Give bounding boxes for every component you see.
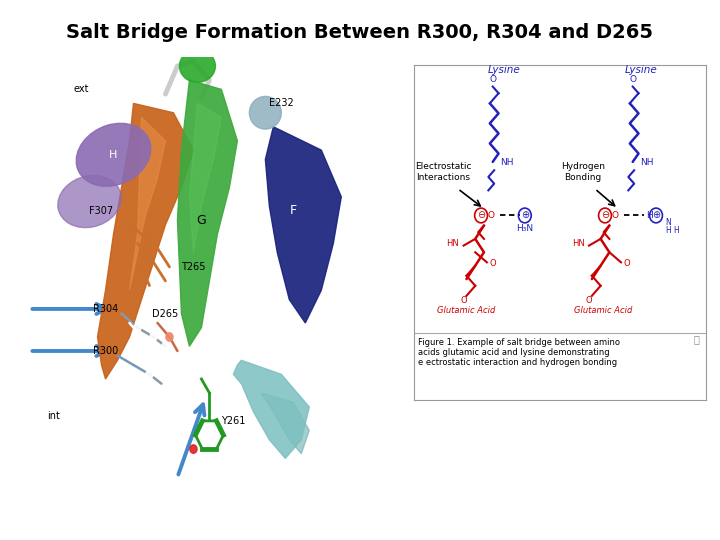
Text: O: O (487, 211, 495, 220)
Polygon shape (261, 393, 310, 454)
Text: H: H (673, 226, 679, 235)
Ellipse shape (150, 333, 157, 341)
Text: R304: R304 (93, 304, 118, 314)
Ellipse shape (76, 123, 150, 186)
Text: Salt Bridge Formation Between R300, R304 and D265: Salt Bridge Formation Between R300, R304… (66, 23, 654, 42)
Ellipse shape (249, 97, 282, 129)
Polygon shape (266, 127, 341, 323)
Ellipse shape (179, 50, 215, 83)
Text: ext: ext (73, 84, 89, 94)
Text: Electrostatic
Interactions: Electrostatic Interactions (415, 162, 472, 181)
Text: NH: NH (500, 158, 513, 167)
Polygon shape (130, 117, 166, 290)
Text: H₃N: H₃N (516, 224, 534, 233)
Text: D265: D265 (153, 308, 179, 319)
Text: G: G (197, 214, 207, 227)
Text: ⊖: ⊖ (601, 211, 609, 220)
Text: Lysine: Lysine (625, 65, 658, 75)
Text: T265: T265 (181, 262, 206, 272)
Polygon shape (177, 80, 238, 346)
Ellipse shape (134, 323, 141, 332)
Text: N: N (665, 218, 670, 227)
Text: H: H (646, 211, 652, 220)
Text: HN: HN (446, 239, 459, 248)
Ellipse shape (58, 176, 121, 228)
Polygon shape (97, 103, 194, 379)
Ellipse shape (146, 370, 153, 379)
Text: Y261: Y261 (221, 416, 246, 426)
Text: Glutamic Acid: Glutamic Acid (575, 306, 633, 315)
Polygon shape (189, 103, 222, 253)
Ellipse shape (190, 445, 197, 453)
Text: ⎘: ⎘ (694, 334, 700, 345)
Text: F307: F307 (89, 206, 114, 216)
Polygon shape (233, 360, 310, 458)
Text: ⊕: ⊕ (521, 211, 529, 220)
Text: O: O (490, 259, 497, 268)
Ellipse shape (158, 370, 165, 379)
Text: int: int (47, 411, 60, 421)
Text: ⊕: ⊕ (652, 211, 660, 220)
Text: H: H (665, 226, 670, 235)
Text: O: O (624, 259, 631, 268)
Text: O: O (489, 75, 496, 84)
Text: E232: E232 (269, 98, 294, 109)
Text: Lysine: Lysine (488, 65, 521, 75)
Text: Glutamic Acid: Glutamic Acid (437, 306, 495, 315)
Text: NH: NH (640, 158, 654, 167)
Ellipse shape (166, 333, 173, 341)
Text: O: O (585, 295, 593, 305)
Ellipse shape (162, 342, 169, 350)
Text: R300: R300 (93, 346, 118, 356)
Text: ⊖: ⊖ (477, 211, 485, 220)
Text: O: O (629, 75, 636, 84)
Text: H: H (109, 150, 117, 160)
Text: O: O (460, 295, 467, 305)
Text: Hydrogen
Bonding: Hydrogen Bonding (561, 162, 605, 181)
Text: O: O (612, 211, 618, 220)
Text: HN: HN (572, 239, 585, 248)
Text: Figure 1. Example of salt bridge between amino
acids glutamic acid and lysine de: Figure 1. Example of salt bridge between… (418, 338, 621, 367)
Text: F: F (289, 204, 297, 217)
